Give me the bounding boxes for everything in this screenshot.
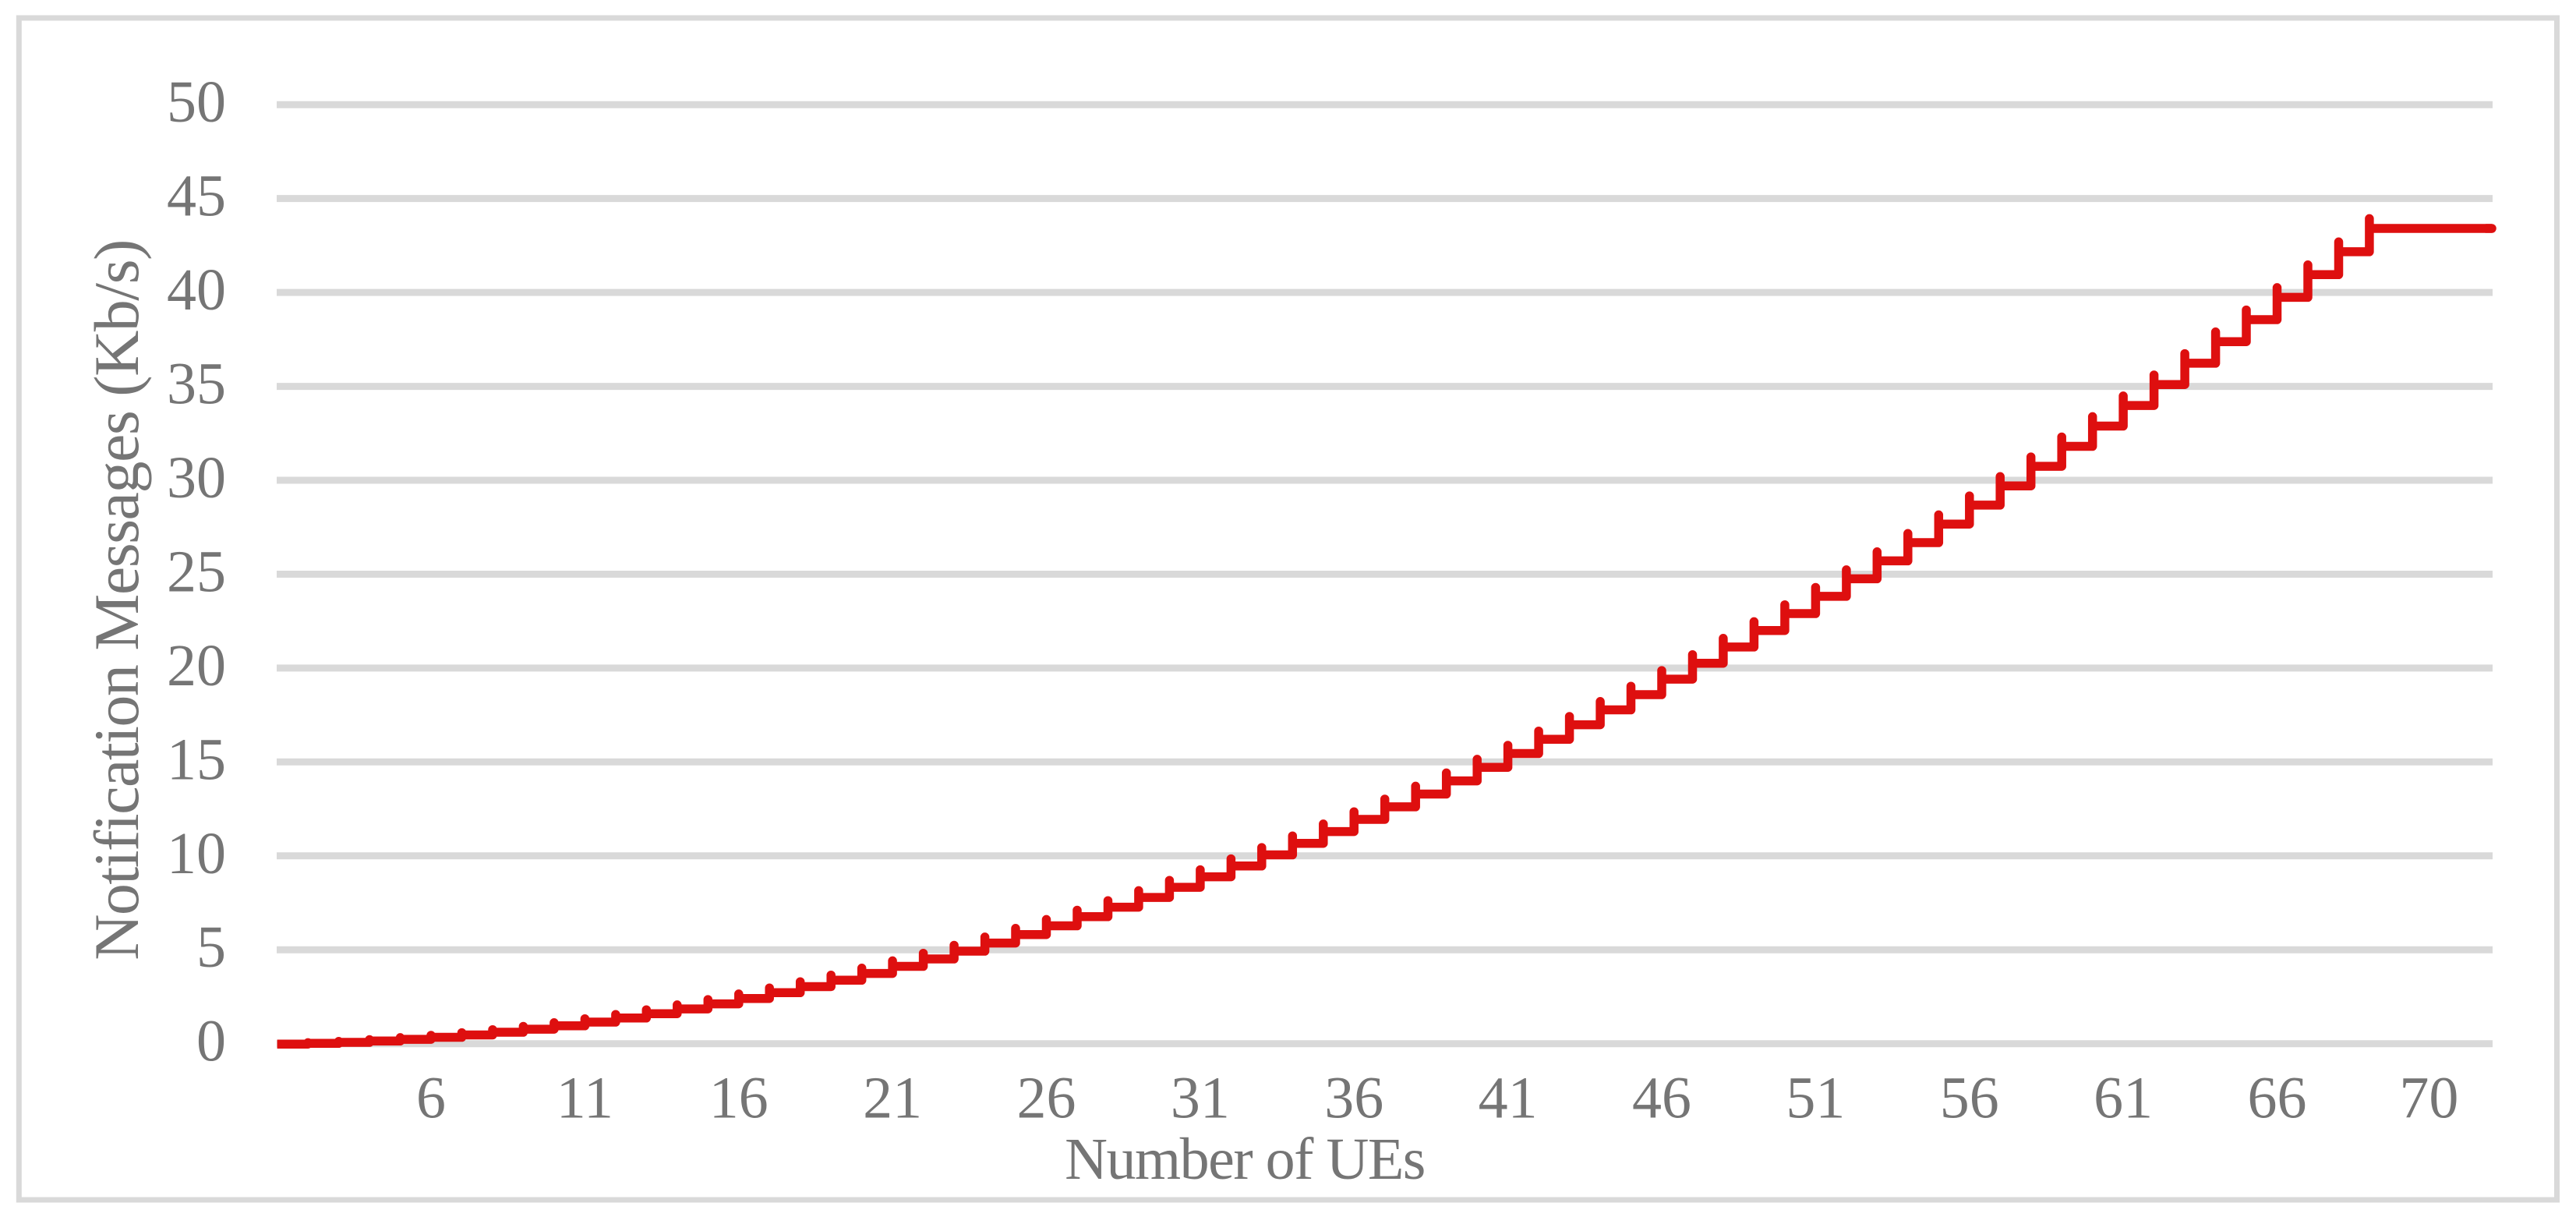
- svg-text:46: 46: [1632, 1066, 1691, 1131]
- svg-text:31: 31: [1171, 1066, 1230, 1131]
- svg-text:5: 5: [196, 915, 226, 980]
- svg-text:15: 15: [167, 727, 226, 792]
- svg-text:Notification Messages (Kb/s): Notification Messages (Kb/s): [81, 240, 152, 961]
- svg-text:16: 16: [709, 1066, 769, 1131]
- svg-text:56: 56: [1940, 1066, 1999, 1131]
- svg-text:25: 25: [167, 540, 226, 605]
- svg-text:0: 0: [196, 1009, 226, 1074]
- svg-text:30: 30: [167, 445, 226, 511]
- svg-text:10: 10: [167, 821, 226, 886]
- svg-text:61: 61: [2094, 1066, 2153, 1131]
- svg-text:66: 66: [2248, 1066, 2307, 1131]
- svg-text:40: 40: [167, 257, 226, 323]
- svg-text:26: 26: [1017, 1066, 1076, 1131]
- svg-text:Number of UEs: Number of UEs: [1065, 1127, 1425, 1192]
- svg-text:11: 11: [557, 1066, 613, 1131]
- svg-text:35: 35: [167, 352, 226, 417]
- svg-text:20: 20: [167, 633, 226, 699]
- svg-text:70: 70: [2399, 1066, 2458, 1131]
- svg-text:50: 50: [167, 69, 226, 135]
- svg-text:41: 41: [1479, 1066, 1538, 1131]
- svg-text:36: 36: [1324, 1066, 1383, 1131]
- svg-text:6: 6: [416, 1066, 446, 1131]
- svg-text:21: 21: [863, 1066, 922, 1131]
- svg-text:45: 45: [167, 164, 226, 229]
- svg-text:51: 51: [1786, 1066, 1845, 1131]
